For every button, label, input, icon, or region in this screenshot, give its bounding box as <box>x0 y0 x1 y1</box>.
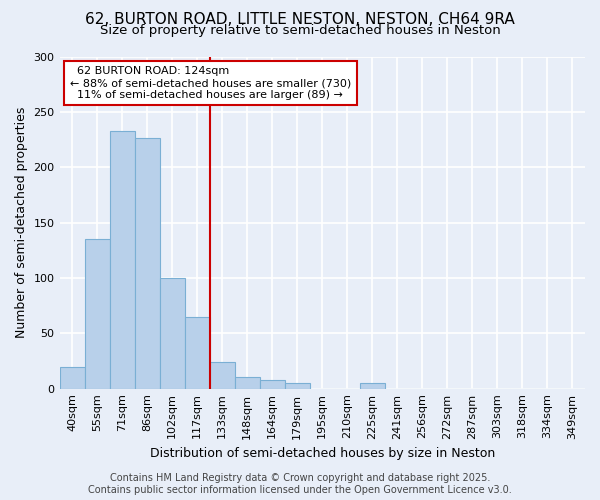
Bar <box>110 130 134 388</box>
Text: 62 BURTON ROAD: 124sqm
← 88% of semi-detached houses are smaller (730)
  11% of : 62 BURTON ROAD: 124sqm ← 88% of semi-det… <box>70 66 352 100</box>
Bar <box>285 383 310 388</box>
Bar <box>360 383 385 388</box>
Text: 62, BURTON ROAD, LITTLE NESTON, NESTON, CH64 9RA: 62, BURTON ROAD, LITTLE NESTON, NESTON, … <box>85 12 515 28</box>
Bar <box>209 362 235 388</box>
Bar <box>160 278 185 388</box>
Y-axis label: Number of semi-detached properties: Number of semi-detached properties <box>15 107 28 338</box>
Bar <box>185 316 209 388</box>
Bar <box>134 138 160 388</box>
Bar <box>235 376 260 388</box>
Bar <box>59 366 85 388</box>
Text: Contains HM Land Registry data © Crown copyright and database right 2025.
Contai: Contains HM Land Registry data © Crown c… <box>88 474 512 495</box>
Text: Size of property relative to semi-detached houses in Neston: Size of property relative to semi-detach… <box>100 24 500 37</box>
X-axis label: Distribution of semi-detached houses by size in Neston: Distribution of semi-detached houses by … <box>149 447 495 460</box>
Bar <box>260 380 285 388</box>
Bar <box>85 239 110 388</box>
